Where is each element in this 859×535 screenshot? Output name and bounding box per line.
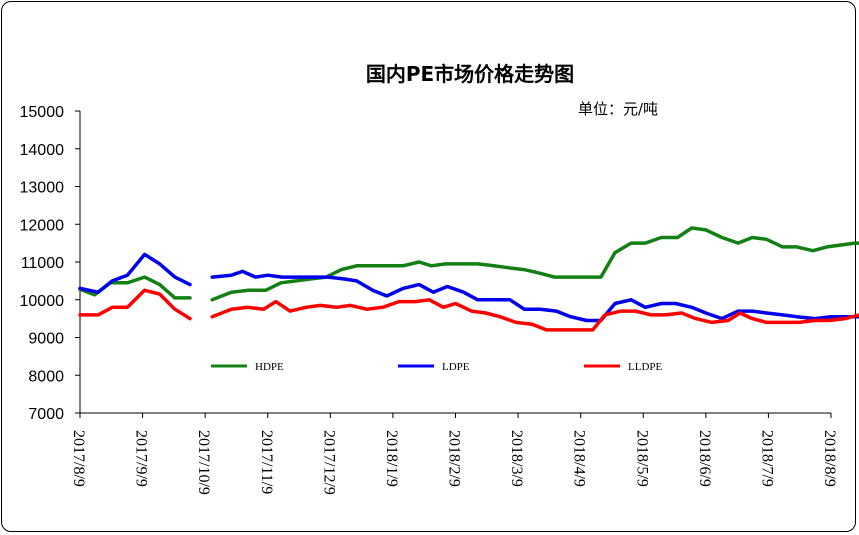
series-line-lldpe	[210, 298, 859, 332]
x-tick-label: 2018/2/9	[446, 430, 463, 487]
series-line-ldpe	[210, 269, 859, 323]
legend-label-ldpe: LDPE	[442, 361, 470, 373]
y-tick-label: 9000	[28, 331, 64, 348]
series-line-hdpe	[210, 226, 859, 302]
plot-lines	[78, 226, 859, 332]
x-tick-label: 2018/4/9	[571, 430, 588, 487]
legend: HDPE LDPE LLDPE	[211, 361, 663, 373]
y-tick-label: 10000	[20, 293, 65, 310]
y-tick-label: 13000	[20, 180, 65, 197]
legend-label-lldpe: LLDPE	[628, 361, 663, 373]
y-tick-label: 15000	[20, 104, 65, 121]
y-tick-label: 8000	[28, 368, 64, 385]
x-tick-label: 2017/11/9	[258, 430, 275, 494]
y-tick-label: 11000	[21, 255, 64, 272]
legend-label-hdpe: HDPE	[255, 361, 284, 373]
x-tick-label: 2017/8/9	[70, 430, 87, 487]
y-tick-label: 7000	[28, 406, 64, 423]
x-tick-label: 2018/3/9	[508, 430, 525, 487]
x-tick-label: 2018/7/9	[758, 430, 775, 487]
series-line-lldpe	[78, 288, 192, 321]
x-tick-label: 2017/12/9	[320, 430, 337, 495]
x-tick-label: 2018/1/9	[383, 430, 400, 487]
y-tick-label: 14000	[20, 142, 65, 159]
series-line-ldpe	[78, 252, 192, 294]
x-tick-label: 2017/9/9	[133, 430, 150, 487]
x-tick-label: 2018/6/9	[696, 430, 713, 487]
x-tick-label: 2017/10/9	[195, 430, 212, 495]
x-tick-label: 2018/5/9	[633, 430, 650, 487]
series-line-hdpe	[78, 275, 192, 300]
chart-title: 国内PE市场价格走势图	[366, 62, 574, 86]
x-tick-label: 2018/8/9	[821, 430, 838, 487]
y-tick-label: 12000	[20, 217, 65, 234]
axes: 15000 14000 13000 12000 11000 10000 9000 8000 70…	[20, 104, 839, 495]
unit-label: 单位：元/吨	[578, 100, 658, 118]
